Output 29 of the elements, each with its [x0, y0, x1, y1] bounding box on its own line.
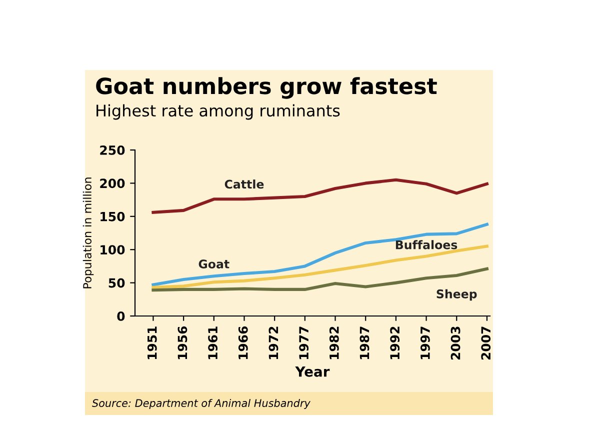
x-tick-label: 1997: [420, 326, 430, 360]
x-tick-label: 1961: [208, 326, 218, 360]
x-tick-label: 1987: [360, 326, 370, 360]
x-tick-label: 1982: [329, 326, 339, 360]
x-tick-label: 1977: [299, 326, 309, 360]
series-label: Sheep: [436, 289, 477, 301]
x-tick-label: 1972: [268, 326, 278, 360]
y-tick-label: 250: [100, 145, 125, 155]
y-axis-title: Population in million: [82, 178, 94, 288]
chart-subtitle: Highest rate among ruminants: [96, 104, 340, 120]
line-series: [152, 222, 488, 286]
y-tick-label: 200: [100, 178, 125, 188]
chart-title: Goat numbers grow fastest: [96, 77, 437, 99]
source-note: Source: Department of Animal Husbandry: [92, 398, 311, 410]
x-tick-label: 1966: [238, 326, 248, 360]
x-tick-label: 2007: [481, 326, 491, 360]
y-tick-label: 50: [108, 278, 125, 288]
y-tick-label: 100: [100, 245, 125, 255]
x-tick-label: 1956: [178, 326, 188, 360]
y-tick-label: 0: [117, 311, 125, 321]
x-tick-label: 1992: [390, 326, 400, 360]
x-tick-label: 1951: [147, 326, 157, 360]
y-tick-label: 150: [100, 212, 125, 222]
x-tick-label: 2003: [450, 326, 460, 360]
series-label: Goat: [198, 260, 230, 268]
x-axis-title: Year: [295, 366, 330, 377]
series-label: Buffaloes: [396, 240, 458, 250]
line-series: [152, 178, 488, 214]
series-label: Cattle: [224, 180, 264, 189]
